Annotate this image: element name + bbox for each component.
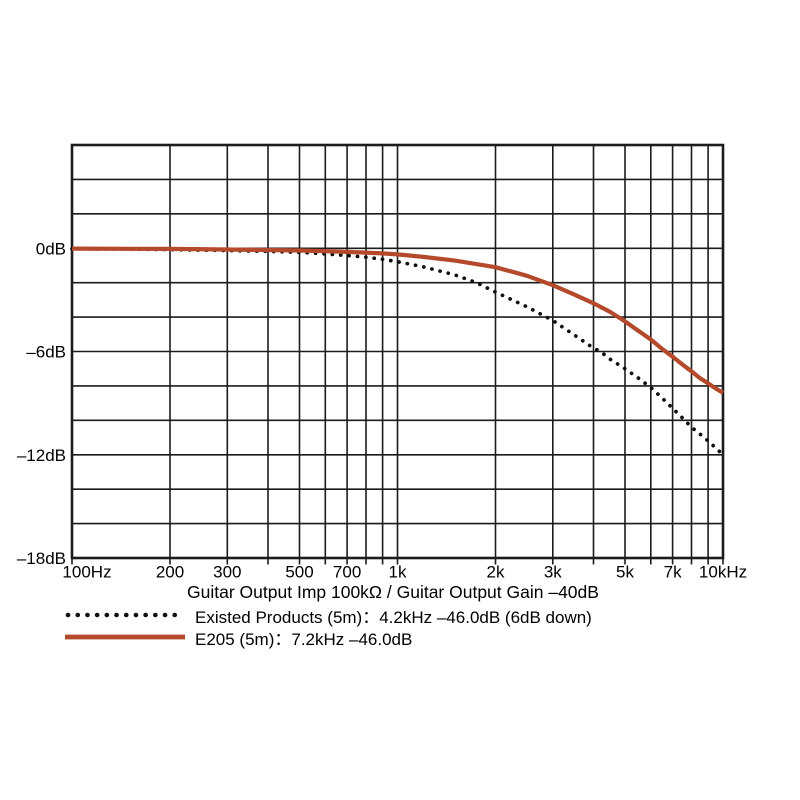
legend: Existed Products (5m)：4.2kHz –46.0dB (6d… — [64, 604, 592, 649]
y-tick-label: –6dB — [26, 343, 66, 362]
x-tick-label: 3k — [544, 563, 562, 582]
dotted-line-swatch-icon — [65, 612, 187, 618]
curve-existed-products — [70, 246, 725, 457]
y-tick-label: –18dB — [17, 549, 66, 568]
x-tick-label: 2k — [487, 563, 505, 582]
plot-border — [70, 143, 725, 560]
y-tick-label: –12dB — [17, 446, 66, 465]
curve-e205 — [71, 246, 725, 395]
legend-label-existed-products: Existed Products (5m)：4.2kHz –46.0dB (6d… — [195, 607, 592, 627]
x-tick-label: 1k — [389, 563, 407, 582]
x-tick-label: 7k — [664, 563, 682, 582]
legend-label-e205: E205 (5m)：7.2kHz –46.0dB — [195, 629, 413, 649]
x-axis-caption: Guitar Output Imp 100kΩ / Guitar Output … — [187, 582, 599, 602]
solid-line-swatch-icon — [65, 634, 185, 640]
legend-item-existed-products: Existed Products (5m)：4.2kHz –46.0dB (6d… — [64, 604, 592, 627]
x-tick-label: 5k — [616, 563, 634, 582]
x-tick-label: 500 — [285, 563, 313, 582]
legend-item-e205: E205 (5m)：7.2kHz –46.0dB — [64, 626, 592, 649]
y-tick-label: 0dB — [36, 239, 66, 258]
x-tick-label: 200 — [156, 563, 184, 582]
x-tick-label: 10kHz — [699, 563, 747, 582]
x-tick-label: 100Hz — [62, 563, 111, 582]
x-tick-label: 300 — [213, 563, 241, 582]
x-tick-label: 700 — [333, 563, 361, 582]
